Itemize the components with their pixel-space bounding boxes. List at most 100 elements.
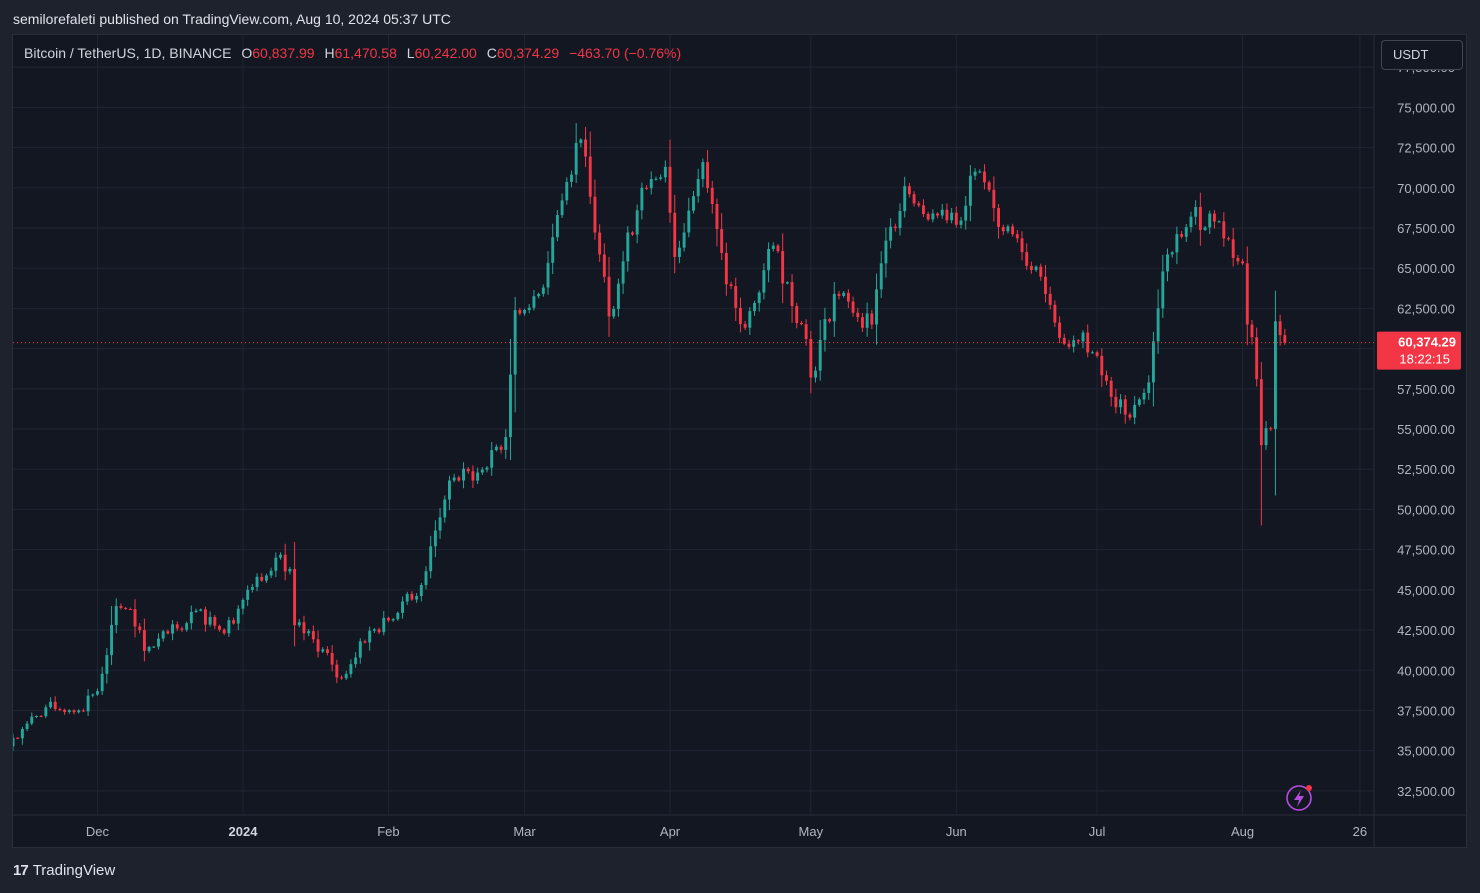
candle-body [1208,213,1212,228]
candle-body [1109,380,1113,397]
candle-body [44,707,48,717]
candle-body [729,284,733,287]
candle-body [837,293,841,296]
candle-body [917,203,921,206]
candle-body [142,630,146,651]
candle-body [870,313,874,325]
candle-body [724,252,728,285]
candle-body [602,254,606,277]
candle-body [527,307,531,311]
candle-body [246,589,250,600]
candle-body [288,568,292,572]
candle-body [372,629,376,631]
candle-body [410,593,414,600]
open-key: O [241,45,253,61]
price-tick-label: 62,500.00 [1397,301,1455,316]
candle-body [344,673,348,679]
candle-body [875,289,878,325]
candle-body [907,186,911,195]
candle-body [588,156,592,197]
candle-body [1212,213,1216,222]
candle-body [335,664,339,678]
candle-body [1198,207,1202,230]
candle-body [368,630,372,643]
candle-body [804,324,808,339]
candle-body [476,472,480,481]
candle-body [987,182,991,190]
price-tick-label: 67,500.00 [1397,221,1455,236]
candle-body [279,554,282,558]
candle-body [1147,382,1151,393]
candle-body [668,166,672,213]
candle-body [1241,261,1245,264]
candle-body [1044,276,1047,294]
candle-body [96,691,99,695]
footer-branding: 17 TradingView [13,862,115,879]
candle-body [105,655,109,674]
chart-panel[interactable]: 32,500.00 35,000.00 37,500.00 40,000.00 42,5… [12,34,1467,848]
currency-button[interactable]: USDT [1381,40,1463,70]
candle-body [1006,226,1010,232]
symbol-label[interactable]: Bitcoin / TetherUS, 1D, BINANCE [24,45,232,61]
candle-body [203,609,207,625]
candle-body [757,292,761,304]
candle-body [1011,226,1015,235]
candle-body [1053,304,1057,323]
candle-body [1273,321,1277,430]
candle-body [612,308,616,317]
lightning-icon[interactable] [1286,785,1312,811]
candle-body [260,576,264,581]
candle-body [401,601,404,613]
candle-body [912,194,916,204]
candle-body [504,437,508,450]
candle-body [218,625,221,630]
candle-body [828,319,832,322]
candle-body [443,499,447,518]
candle-body [1166,254,1169,272]
candle-body [1072,340,1076,347]
candle-body [462,468,465,481]
candle-body [171,624,175,634]
candle-body [340,677,343,679]
candle-body [264,575,268,581]
candle-body [738,307,742,325]
candle-body [316,639,320,652]
candle-body [823,319,827,340]
candle-body [255,576,259,588]
candle-body [832,293,836,322]
candle-body [616,283,620,309]
candle-body [490,450,494,468]
time-tick-label: Feb [377,824,399,839]
candle-body [968,175,972,206]
candle-body [598,232,602,255]
time-tick-label: Jul [1089,824,1106,839]
candle-body [1095,352,1099,356]
candle-body [1231,239,1235,258]
candle-body [433,530,437,547]
candle-body [692,196,695,211]
candle-body [241,599,245,609]
candle-body [119,605,123,608]
candle-body [565,181,569,201]
candle-body [1123,399,1127,415]
candle-body [114,605,118,626]
candle-body [926,214,930,220]
candle-body [743,324,747,328]
candle-body [518,310,522,314]
price-tick-label: 50,000.00 [1397,502,1455,517]
candle-body [1189,216,1193,228]
high-key: H [324,45,335,61]
candlestick-chart[interactable]: 32,500.00 35,000.00 37,500.00 40,000.00 42,5… [13,35,1466,847]
candle-body [1058,322,1062,338]
candle-body [964,205,968,221]
candle-body [696,179,700,197]
close-value: 60,374.29 [496,45,560,61]
chart-legend: Bitcoin / TetherUS, 1D, BINANCE O60,837.… [24,45,681,61]
candle-body [1222,221,1226,239]
candle-body [1034,266,1038,271]
candle-body [199,609,203,611]
candle-body [983,171,986,183]
candle-body [781,251,785,284]
candle-body [354,657,358,665]
candle-body [1245,263,1249,325]
